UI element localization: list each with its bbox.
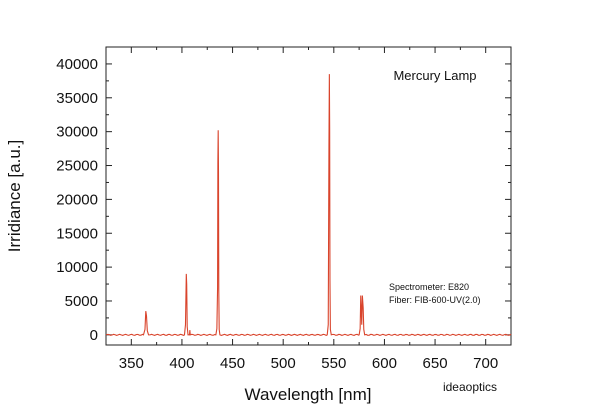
series-line — [105, 74, 512, 336]
annotation-spectrometer: Spectrometer: E820 — [389, 282, 469, 292]
y-tick-label: 5000 — [65, 293, 98, 310]
x-tick-label: 400 — [169, 355, 194, 372]
y-tick-label: 0 — [90, 327, 98, 344]
y-tick-label: 40000 — [56, 56, 98, 73]
y-tick-label: 10000 — [56, 259, 98, 276]
x-tick-label: 600 — [372, 355, 397, 372]
y-tick-label: 15000 — [56, 225, 98, 242]
y-axis: 0 5000 10000 15000 20000 25000 30000 35000 40000 — [56, 56, 511, 344]
annotation-fiber: Fiber: FIB-600-UV(2.0) — [389, 295, 481, 305]
y-tick-label: 25000 — [56, 158, 98, 175]
x-tick-label: 450 — [220, 355, 245, 372]
x-axis: 350 400 450 500 550 600 650 700 — [105, 47, 512, 372]
x-tick-label: 350 — [119, 355, 144, 372]
watermark: ideaoptics — [443, 380, 497, 394]
x-tick-label: 650 — [423, 355, 448, 372]
y-tick-label: 20000 — [56, 191, 98, 208]
x-tick-label: 500 — [271, 355, 296, 372]
y-tick-label: 35000 — [56, 90, 98, 107]
x-tick-label: 700 — [473, 355, 498, 372]
y-tick-label: 30000 — [56, 124, 98, 141]
y-axis-label: Irridiance [a.u.] — [5, 140, 24, 252]
x-axis-label: Wavelength [nm] — [245, 385, 372, 404]
x-tick-label: 550 — [321, 355, 346, 372]
chart-title: Mercury Lamp — [393, 68, 476, 83]
